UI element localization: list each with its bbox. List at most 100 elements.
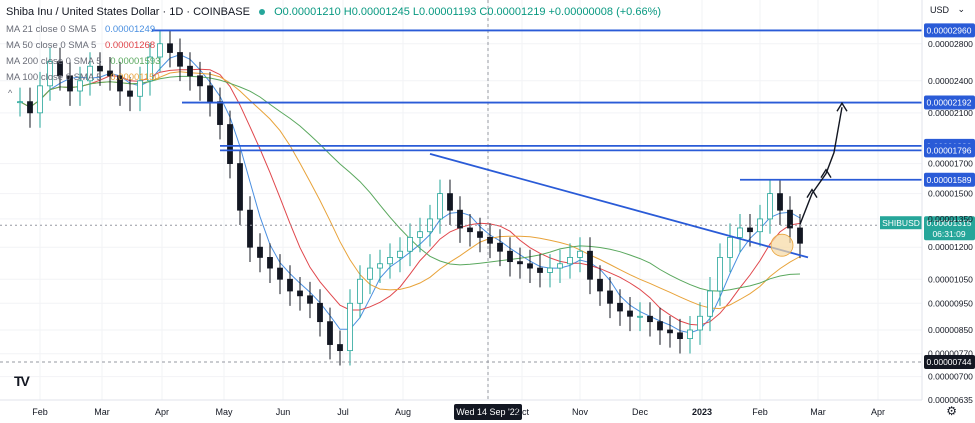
- x-tick-label: Nov: [572, 407, 589, 417]
- x-tick-label: Feb: [32, 407, 48, 417]
- level-badge: [924, 354, 975, 369]
- touch-highlight: [770, 233, 794, 257]
- candle-body: [607, 290, 613, 304]
- trendline[interactable]: [429, 101, 848, 259]
- candle-body: [587, 250, 593, 280]
- candle-body: [157, 43, 163, 58]
- indicator-ma200[interactable]: MA 200 close 0 SMA 5 0.00001593: [6, 56, 161, 67]
- candle-body: [447, 193, 453, 211]
- candle-body: [637, 315, 643, 318]
- candle-body: [47, 61, 53, 87]
- candle-body: [467, 227, 473, 233]
- candle-body: [747, 227, 753, 233]
- x-tick-label: May: [215, 407, 233, 417]
- arrow-head-icon: [806, 188, 818, 198]
- indicator-ma100[interactable]: MA 100 close 0 SMA 5 0.00001150: [6, 72, 160, 83]
- y-tick-label: 0.00001700: [928, 159, 973, 169]
- descending-trendline[interactable]: [429, 153, 809, 259]
- candle-body: [287, 278, 293, 292]
- candle-body: [127, 90, 133, 97]
- collapse-legend-icon[interactable]: ^: [8, 88, 13, 98]
- ma100-line: [19, 71, 801, 310]
- y-tick-label: 0.00002100: [928, 108, 973, 118]
- indicator-ma50[interactable]: MA 50 close 0 SMA 5 0.00001268: [6, 40, 156, 51]
- candle-body: [27, 101, 33, 114]
- candle-body: [147, 56, 153, 82]
- candle-body: [367, 267, 373, 280]
- candle-body: [477, 231, 483, 238]
- indicator-legend: MA 21 close 0 SMA 5 0.00001249 MA 50 clo…: [6, 22, 160, 86]
- last-price-label: 0.00001315: [927, 218, 972, 228]
- crosshair-date-badge: [454, 404, 522, 420]
- chart-header: Shiba Inu / United States Dollar · 1D · …: [6, 6, 661, 18]
- candle-body: [547, 267, 553, 273]
- x-tick-label: Mar: [94, 407, 110, 417]
- candle-body: [107, 70, 113, 77]
- candle-body: [767, 193, 773, 220]
- candle-body: [77, 80, 83, 92]
- candle-body: [677, 332, 683, 340]
- y-tick-label: 0.00001200: [928, 242, 973, 252]
- x-tick-label: Dec: [632, 407, 649, 417]
- candle-body: [297, 290, 303, 297]
- candle-body: [667, 329, 673, 334]
- indicator-ma21[interactable]: MA 21 close 0 SMA 5 0.00001249: [6, 24, 156, 35]
- candle-body: [167, 43, 173, 53]
- y-tick-label: 0.00000770: [928, 349, 973, 359]
- candle-body: [617, 302, 623, 312]
- candle-body: [457, 209, 463, 229]
- symbol-title[interactable]: Shiba Inu / United States Dollar · 1D · …: [6, 6, 250, 18]
- candle-body: [117, 75, 123, 92]
- candle-body: [307, 295, 313, 304]
- level-badge: [924, 23, 975, 38]
- candle-body: [797, 227, 803, 244]
- candle-body: [67, 75, 73, 92]
- candle-body: [317, 302, 323, 323]
- candle-body: [177, 52, 183, 67]
- candle-body: [537, 267, 543, 273]
- candle-body: [647, 315, 653, 323]
- candle-body: [627, 310, 633, 317]
- candle-body: [97, 65, 103, 72]
- symbol-badge: [880, 216, 922, 230]
- y-tick-label: 0.00001350: [928, 214, 973, 224]
- candle-body: [377, 263, 383, 269]
- horizontal-levels[interactable]: 0.000029600.000021920.000018300.00001796…: [0, 23, 975, 369]
- candle-body: [257, 246, 263, 258]
- x-tick-label: Oct: [515, 407, 530, 417]
- x-tick-label: Feb: [752, 407, 768, 417]
- chevron-down-icon[interactable]: ⌄: [957, 4, 965, 14]
- projection-arrow-path: [799, 107, 843, 225]
- x-tick-label: Apr: [871, 407, 885, 417]
- level-label: 0.00001796: [927, 145, 972, 155]
- gear-icon[interactable]: ⚙: [946, 404, 957, 418]
- candle-body: [727, 236, 733, 258]
- candle-body: [507, 250, 513, 263]
- currency-selector[interactable]: USD: [929, 5, 949, 15]
- candle-body: [557, 263, 563, 269]
- candle-body: [137, 80, 143, 97]
- candle-body: [777, 193, 783, 211]
- level-label: 0.00002192: [927, 98, 972, 108]
- candle-body: [687, 329, 693, 340]
- candle-body: [87, 65, 93, 82]
- candle-body: [497, 242, 503, 252]
- candle-body: [407, 236, 413, 252]
- candle-body: [57, 61, 63, 77]
- countdown-label: 06:31:09: [932, 229, 965, 239]
- candle-body: [487, 236, 493, 244]
- candle-body: [207, 85, 213, 103]
- candle-body: [227, 124, 233, 164]
- candle-body: [597, 278, 603, 292]
- candle-body: [217, 101, 223, 125]
- candle-body: [347, 302, 353, 352]
- x-tick-label: Apr: [155, 407, 169, 417]
- candle-body: [697, 315, 703, 331]
- ohlc-values: O0.00001210 H0.00001245 L0.00001193 C0.0…: [274, 6, 662, 18]
- candle-body: [387, 257, 393, 265]
- y-tick-label: 0.00002800: [928, 39, 973, 49]
- x-tick-label: Jun: [276, 407, 291, 417]
- y-tick-label: 0.00000950: [928, 298, 973, 308]
- y-tick-label: 0.00001050: [928, 274, 973, 284]
